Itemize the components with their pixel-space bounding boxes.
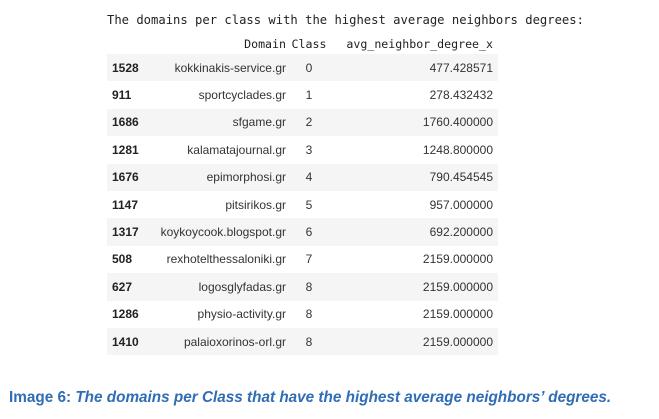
row-domain-cell: kalamatajournal.gr [156,136,286,164]
row-avg-cell: 790.454545 [332,163,498,191]
row-domain-cell: koykoycook.blogspot.gr [156,218,286,246]
row-domain-cell: physio-activity.gr [156,300,286,328]
header-class: Class [291,37,327,51]
row-index-cell: 1286 [107,300,156,328]
row-domain-cell: pitsirikos.gr [156,190,286,219]
row-index-cell: 1528 [107,54,156,82]
dataframe-table: Domain Class avg_neighbor_degree_x 1528 k… [107,34,498,356]
row-domain-cell: rexhotelthessaloniki.gr [156,245,286,274]
row-avg-cell: 1760.400000 [332,108,498,137]
table-row: 1676 epimorphosi.gr 4 790.454545 [107,163,498,191]
row-avg-cell: 2159.000000 [332,327,498,356]
header-index [107,34,156,54]
row-index-cell: 1410 [107,327,156,356]
row-class-cell: 0 [286,54,332,82]
header-domain: Domain [244,37,286,51]
row-avg-cell: 2159.000000 [332,245,498,274]
row-avg-cell: 2159.000000 [332,300,498,328]
table-row: 1410 palaioxorinos-orl.gr 8 2159.000000 [107,327,498,356]
caption-label: Image 6: [9,389,76,406]
header-avg-neighbor-degree: avg_neighbor_degree_x [346,37,493,51]
dataframe-table-wrapper: Domain Class avg_neighbor_degree_x 1528 k… [107,34,498,356]
row-class-cell: 8 [286,327,332,356]
row-domain-cell: sportcyclades.gr [156,81,286,109]
row-class-cell: 1 [286,81,332,109]
row-index-cell: 1281 [107,136,156,164]
row-index-cell: 1676 [107,163,156,191]
row-avg-cell: 692.200000 [332,218,498,246]
table-row: 1147 pitsirikos.gr 5 957.000000 [107,190,498,219]
row-avg-cell: 1248.800000 [332,136,498,164]
row-index-cell: 911 [107,81,156,109]
table-row: 1286 physio-activity.gr 8 2159.000000 [107,300,498,328]
row-avg-cell: 2159.000000 [332,273,498,301]
row-class-cell: 8 [286,273,332,301]
table-row: 1281 kalamatajournal.gr 3 1248.800000 [107,136,498,164]
table-body: 1528 kokkinakis-service.gr 0 477.428571 911 s… [107,54,498,356]
figure-caption: Image 6: The domains per Class that have… [9,389,659,407]
row-domain-cell: sfgame.gr [156,108,286,137]
row-class-cell: 3 [286,136,332,164]
row-class-cell: 2 [286,108,332,137]
row-class-cell: 5 [286,190,332,219]
row-domain-cell: kokkinakis-service.gr [156,54,286,82]
row-avg-cell: 477.428571 [332,54,498,82]
table-row: 1317 koykoycook.blogspot.gr 6 692.200000 [107,218,498,246]
table-row: 627 logosglyfadas.gr 8 2159.000000 [107,273,498,301]
row-class-cell: 7 [286,245,332,274]
table-row: 911 sportcyclades.gr 1 278.432432 [107,81,498,109]
row-index-cell: 1147 [107,190,156,219]
table-header: Domain Class avg_neighbor_degree_x [107,34,498,54]
row-index-cell: 1317 [107,218,156,246]
row-class-cell: 6 [286,218,332,246]
row-domain-cell: logosglyfadas.gr [156,273,286,301]
row-avg-cell: 278.432432 [332,81,498,109]
table-row: 508 rexhotelthessaloniki.gr 7 2159.000000 [107,245,498,274]
row-index-cell: 627 [107,273,156,301]
table-row: 1528 kokkinakis-service.gr 0 477.428571 [107,54,498,82]
print-output-line: The domains per class with the highest a… [107,13,584,27]
caption-text: The domains per Class that have the high… [75,389,612,406]
row-avg-cell: 957.000000 [332,190,498,219]
row-index-cell: 508 [107,245,156,274]
row-index-cell: 1686 [107,108,156,137]
header-row: Domain Class avg_neighbor_degree_x [107,34,498,54]
row-domain-cell: epimorphosi.gr [156,163,286,191]
row-domain-cell: palaioxorinos-orl.gr [156,327,286,356]
row-class-cell: 8 [286,300,332,328]
row-class-cell: 4 [286,163,332,191]
table-row: 1686 sfgame.gr 2 1760.400000 [107,108,498,137]
